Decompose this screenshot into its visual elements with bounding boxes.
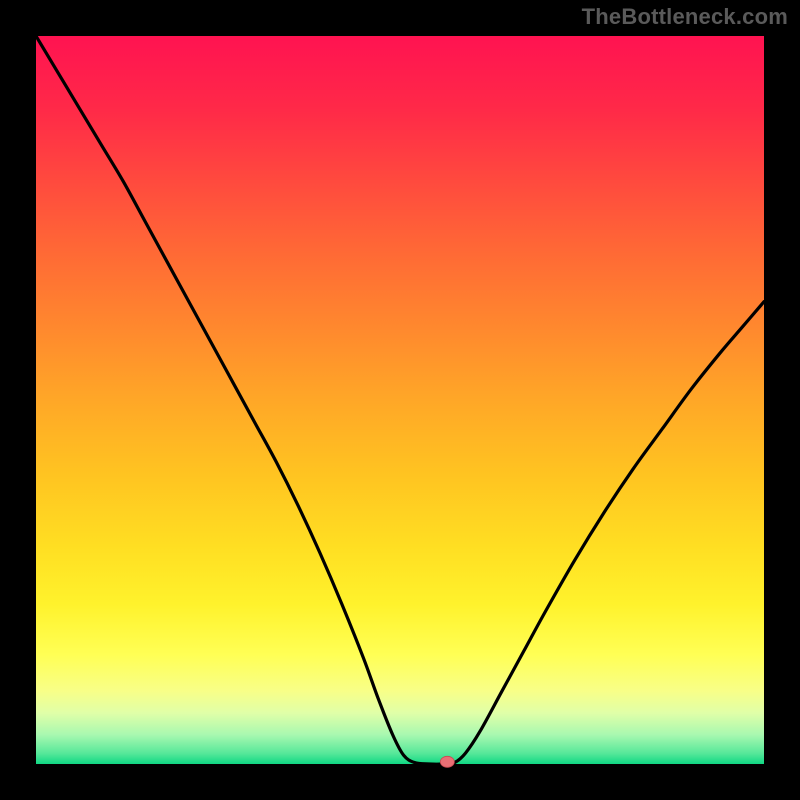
chart-background [36, 36, 764, 764]
bottleneck-chart [0, 0, 800, 800]
watermark-text: TheBottleneck.com [582, 4, 788, 30]
optimum-marker [440, 756, 454, 767]
